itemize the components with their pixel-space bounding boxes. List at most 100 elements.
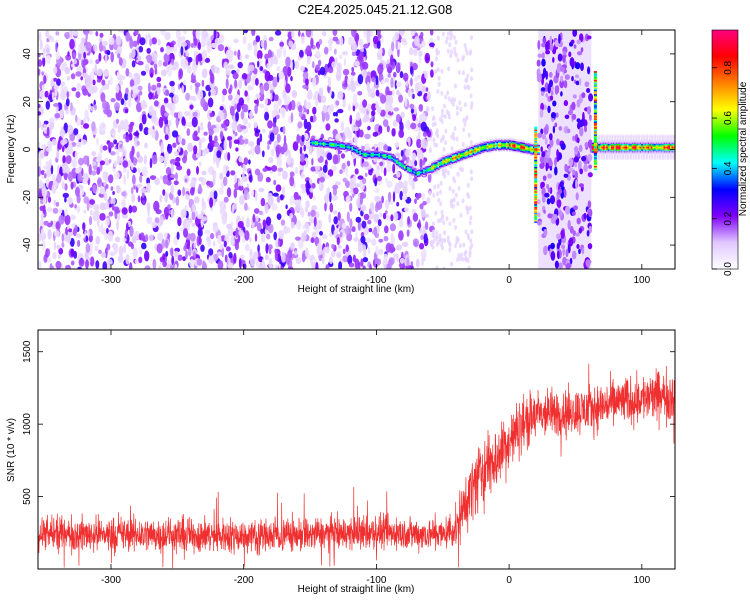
heatmap-cell [198, 236, 202, 245]
heatmap-cell [247, 122, 251, 129]
heatmap-cell [75, 91, 81, 98]
heatmap-cell [88, 234, 93, 243]
heatmap-cell [269, 89, 274, 94]
heatmap-cell [61, 165, 68, 174]
heatmap-cell [338, 244, 342, 249]
heatmap-cell [345, 180, 350, 189]
heatmap-cell [61, 146, 65, 153]
heatmap-cell [389, 223, 396, 232]
ridge-cell [310, 138, 313, 141]
heatmap-cell [159, 175, 163, 180]
heatmap-cell [229, 106, 235, 116]
heatmap-cell [408, 159, 411, 165]
heatmap-cell [327, 169, 334, 177]
heatmap-cell [554, 260, 559, 269]
heatmap-cell [541, 42, 546, 48]
heatmap-cell [547, 105, 551, 114]
heatmap-cell [345, 195, 351, 204]
heatmap-cell [45, 147, 53, 152]
heatmap-cell [396, 81, 402, 88]
heatmap-cell [545, 41, 549, 52]
heatmap-cell [422, 131, 428, 137]
heatmap-cell [52, 180, 58, 189]
heatmap-cell [112, 197, 116, 205]
heatmap-cell [337, 108, 344, 114]
heatmap-cell [100, 252, 106, 258]
heatmap-cell [424, 70, 428, 79]
heatmap-cell [105, 171, 109, 183]
heatmap-cell [387, 191, 392, 203]
ridge-halo [621, 134, 625, 137]
heatmap-cell [436, 133, 440, 139]
heatmap-cell [352, 254, 356, 263]
heatmap-cell [379, 212, 383, 217]
heatmap-cell [136, 140, 140, 146]
heatmap-cell [69, 237, 75, 247]
heatmap-cell [223, 139, 227, 151]
heatmap-cell [440, 113, 444, 119]
heatmap-cell [541, 194, 546, 204]
heatmap-cell [309, 187, 314, 193]
heatmap-cell [150, 72, 154, 78]
heatmap-cell [339, 169, 343, 174]
ridge-halo [614, 150, 617, 153]
heatmap-cell [257, 60, 260, 68]
heatmap-cell [208, 255, 215, 264]
heatmap-cell [102, 69, 109, 77]
heatmap-cell [41, 182, 46, 194]
heatmap-cell [43, 220, 49, 226]
heatmap-cell [66, 75, 71, 81]
heatmap-cell [233, 139, 240, 144]
heatmap-cell [120, 75, 126, 80]
heatmap-cell [230, 170, 236, 176]
heatmap-cell [439, 181, 443, 186]
heatmap-cell [298, 111, 303, 118]
heatmap-cell [219, 114, 225, 121]
heatmap-cell [78, 157, 84, 166]
heatmap-cell [421, 192, 425, 201]
heatmap-cell [76, 205, 81, 214]
heatmap-cell [153, 100, 159, 107]
heatmap-cell [139, 122, 143, 132]
heatmap-cell [186, 195, 191, 201]
ridge-halo [653, 150, 656, 153]
heatmap-cell [368, 228, 373, 233]
heatmap-cell [336, 62, 342, 73]
heatmap-cell [576, 137, 580, 144]
heatmap-cell [323, 246, 328, 253]
heatmap-cell [85, 31, 88, 41]
heatmap-cell [53, 66, 58, 75]
ridge-halo [600, 150, 603, 153]
heatmap-cell [89, 30, 93, 35]
heatmap-cell [91, 121, 96, 132]
heatmap-cell [252, 214, 256, 223]
heatmap-cell [402, 194, 408, 201]
heatmap-cell [295, 257, 302, 265]
heatmap-cell [316, 149, 321, 159]
heatmap-cell [67, 51, 70, 57]
figure-title: C2E4.2025.045.21.12.G08 [298, 2, 453, 17]
heatmap-cell [197, 125, 200, 134]
heatmap-cell [114, 236, 121, 243]
ridge-halo [624, 150, 627, 153]
heatmap-cell [301, 171, 304, 179]
heatmap-cell [167, 143, 170, 150]
heatmap-cell [424, 213, 430, 218]
heatmap-cell [146, 54, 153, 64]
heatmap-cell [440, 108, 444, 114]
heatmap-cell [264, 254, 269, 261]
heatmap-cell [253, 121, 258, 129]
heatmap-cell [539, 155, 545, 164]
heatmap-cell [283, 94, 291, 106]
heatmap-cell [446, 31, 450, 37]
heatmap-cell [212, 225, 219, 233]
heatmap-cell [42, 56, 46, 67]
heatmap-cell [225, 165, 230, 172]
heatmap-cell [305, 200, 310, 208]
heatmap-cell [470, 67, 474, 73]
heatmap-cell [71, 142, 77, 147]
heatmap-cell [418, 130, 421, 140]
heatmap-cell [171, 255, 175, 266]
heatmap-cell [541, 52, 545, 59]
